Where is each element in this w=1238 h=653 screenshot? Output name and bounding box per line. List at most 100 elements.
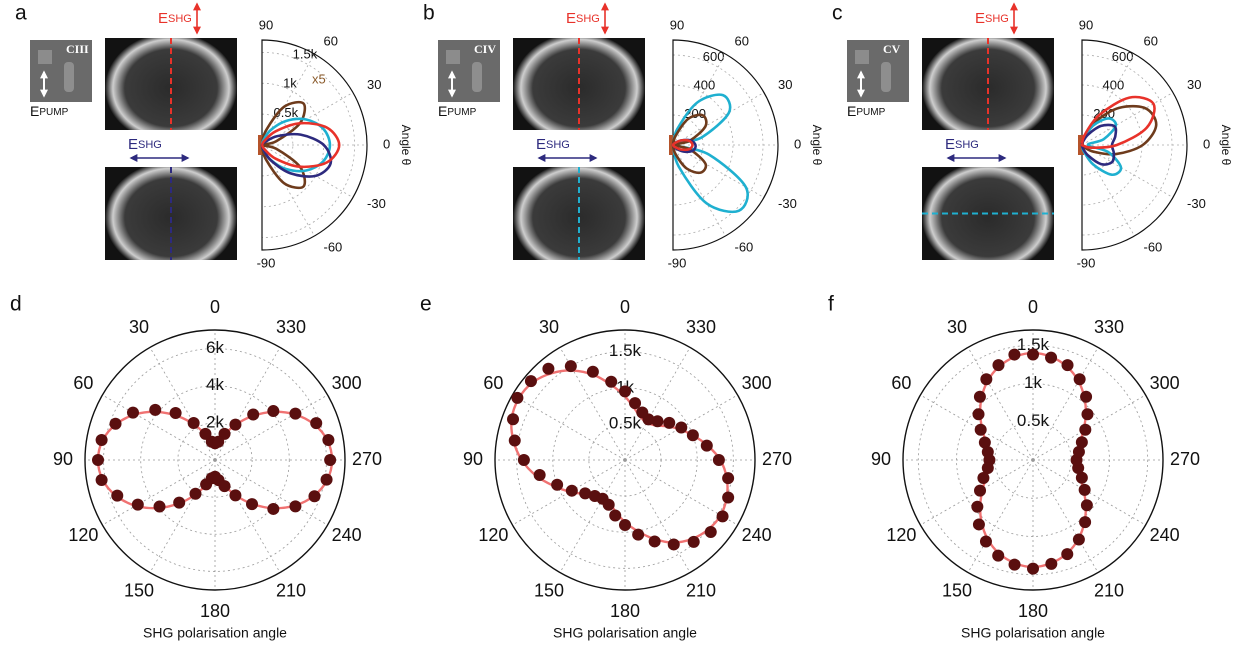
angle-tick-label: -60 bbox=[735, 239, 754, 254]
angle-tick-label: 330 bbox=[1094, 317, 1124, 337]
data-point bbox=[1062, 359, 1074, 371]
angle-tick-label: 270 bbox=[1170, 449, 1200, 469]
x-axis-label: SHG polarisation angle bbox=[143, 625, 287, 641]
r-tick-label: 1k bbox=[1024, 373, 1042, 392]
angle-tick-label: 90 bbox=[259, 17, 273, 32]
grid-spoke bbox=[625, 460, 690, 573]
angle-tick-label: -90 bbox=[257, 255, 276, 270]
data-point bbox=[96, 474, 108, 486]
field-label-sub: PUMP bbox=[447, 107, 476, 118]
field-label: ESHG bbox=[975, 10, 1009, 27]
data-point bbox=[603, 499, 615, 511]
field-label: EPUMP bbox=[438, 103, 477, 119]
angle-tick-label: 90 bbox=[670, 17, 684, 32]
field-label: ESHG bbox=[536, 136, 570, 153]
angle-tick-label: 30 bbox=[367, 77, 381, 92]
data-point bbox=[605, 376, 617, 388]
data-point bbox=[1009, 559, 1021, 571]
data-point bbox=[518, 454, 530, 466]
data-point bbox=[1027, 348, 1039, 360]
data-point bbox=[687, 429, 699, 441]
angle-tick-label: 0 bbox=[794, 136, 801, 151]
sample-shape bbox=[855, 50, 869, 64]
sample-label: CV bbox=[883, 42, 901, 56]
panel-letter: f bbox=[828, 293, 834, 316]
data-point bbox=[170, 407, 182, 419]
data-point bbox=[1079, 484, 1091, 496]
field-label-main: E bbox=[30, 103, 39, 119]
panel-letter: d bbox=[10, 293, 22, 316]
angle-tick-label: -30 bbox=[778, 196, 797, 211]
angle-tick-label: 30 bbox=[778, 77, 792, 92]
data-point bbox=[565, 360, 577, 372]
field-label-sub: PUMP bbox=[856, 107, 885, 118]
data-point bbox=[551, 479, 563, 491]
data-point bbox=[688, 536, 700, 548]
field-label-main: E bbox=[536, 136, 546, 153]
angle-tick-label: 150 bbox=[124, 580, 154, 600]
angle-tick-label: 30 bbox=[129, 317, 149, 337]
data-point bbox=[713, 454, 725, 466]
angle-tick-label: 90 bbox=[463, 449, 483, 469]
data-point bbox=[619, 519, 631, 531]
angle-tick-label: -30 bbox=[367, 196, 386, 211]
angle-tick-label: 180 bbox=[200, 601, 230, 621]
data-point bbox=[322, 434, 334, 446]
field-label: ESHG bbox=[158, 10, 192, 27]
data-point bbox=[971, 501, 983, 513]
field-label-main: E bbox=[945, 136, 955, 153]
data-point bbox=[1079, 516, 1091, 528]
angle-tick-label: 180 bbox=[1018, 601, 1048, 621]
angle-tick-label: -90 bbox=[1077, 255, 1096, 270]
angle-tick-label: 120 bbox=[478, 525, 508, 545]
angle-tick-label: 60 bbox=[483, 373, 503, 393]
data-point bbox=[1008, 349, 1020, 361]
field-label-main: E bbox=[158, 10, 168, 27]
data-point bbox=[636, 406, 648, 418]
data-point bbox=[980, 373, 992, 385]
field-label: ESHG bbox=[128, 136, 162, 153]
data-point bbox=[199, 428, 211, 440]
data-point bbox=[289, 500, 301, 512]
data-point bbox=[149, 404, 161, 416]
data-point bbox=[1027, 563, 1039, 575]
data-point bbox=[127, 407, 139, 419]
r-tick-label: 0.5k bbox=[609, 413, 642, 432]
r-tick-label: 1k bbox=[283, 76, 297, 91]
field-label-main: E bbox=[128, 136, 138, 153]
data-point bbox=[992, 359, 1004, 371]
data-point bbox=[973, 518, 985, 530]
data-point bbox=[511, 392, 523, 404]
field-label-sub: SHG bbox=[138, 139, 162, 151]
data-point bbox=[267, 503, 279, 515]
angle-tick-label: 210 bbox=[686, 580, 716, 600]
angle-tick-label: 270 bbox=[762, 449, 792, 469]
angle-tick-label: 90 bbox=[871, 449, 891, 469]
data-point bbox=[1045, 352, 1057, 364]
angle-tick-label: 0 bbox=[620, 297, 630, 317]
panel-letter: b bbox=[423, 2, 435, 25]
angle-tick-label: 120 bbox=[886, 525, 916, 545]
panel-letter: a bbox=[15, 2, 27, 25]
field-label-sub: PUMP bbox=[39, 107, 68, 118]
data-point bbox=[587, 366, 599, 378]
angle-tick-label: 330 bbox=[276, 317, 306, 337]
grid-spoke bbox=[673, 145, 726, 236]
data-point bbox=[1081, 408, 1093, 420]
field-label-sub: SHG bbox=[955, 139, 979, 151]
x-axis-label: SHG polarisation angle bbox=[553, 625, 697, 641]
x-axis-label: SHG polarisation angle bbox=[961, 625, 1105, 641]
data-point bbox=[96, 434, 108, 446]
data-point bbox=[701, 440, 713, 452]
r-tick-label: 400 bbox=[694, 77, 716, 92]
data-point bbox=[974, 391, 986, 403]
data-point bbox=[722, 492, 734, 504]
data-point bbox=[619, 385, 631, 397]
micrograph bbox=[105, 33, 237, 143]
data-point bbox=[663, 417, 675, 429]
data-point bbox=[111, 490, 123, 502]
figure: aCIIIEPUMPESHGESHG0.5k1k1.5k9060300-30-6… bbox=[0, 0, 1238, 653]
data-point bbox=[173, 497, 185, 509]
angle-tick-label: 30 bbox=[947, 317, 967, 337]
angle-tick-label: -60 bbox=[1144, 239, 1163, 254]
